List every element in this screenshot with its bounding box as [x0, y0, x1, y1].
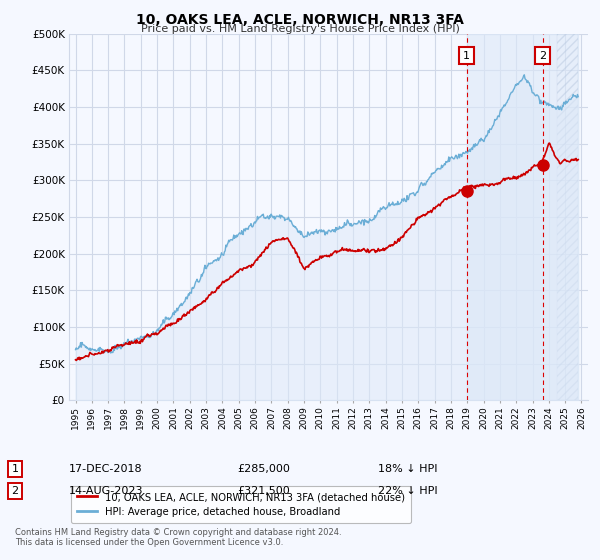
Text: 1: 1: [463, 50, 470, 60]
Text: 17-DEC-2018: 17-DEC-2018: [69, 464, 143, 474]
Text: £321,500: £321,500: [237, 486, 290, 496]
Text: Contains HM Land Registry data © Crown copyright and database right 2024.
This d: Contains HM Land Registry data © Crown c…: [15, 528, 341, 547]
Legend: 10, OAKS LEA, ACLE, NORWICH, NR13 3FA (detached house), HPI: Average price, deta: 10, OAKS LEA, ACLE, NORWICH, NR13 3FA (d…: [71, 486, 412, 523]
Text: 22% ↓ HPI: 22% ↓ HPI: [378, 486, 437, 496]
Text: Price paid vs. HM Land Registry's House Price Index (HPI): Price paid vs. HM Land Registry's House …: [140, 24, 460, 34]
Text: 1: 1: [11, 464, 19, 474]
Text: 18% ↓ HPI: 18% ↓ HPI: [378, 464, 437, 474]
Text: 2: 2: [539, 50, 546, 60]
Text: 2: 2: [11, 486, 19, 496]
Text: 10, OAKS LEA, ACLE, NORWICH, NR13 3FA: 10, OAKS LEA, ACLE, NORWICH, NR13 3FA: [136, 13, 464, 27]
Text: 14-AUG-2023: 14-AUG-2023: [69, 486, 143, 496]
Text: £285,000: £285,000: [237, 464, 290, 474]
